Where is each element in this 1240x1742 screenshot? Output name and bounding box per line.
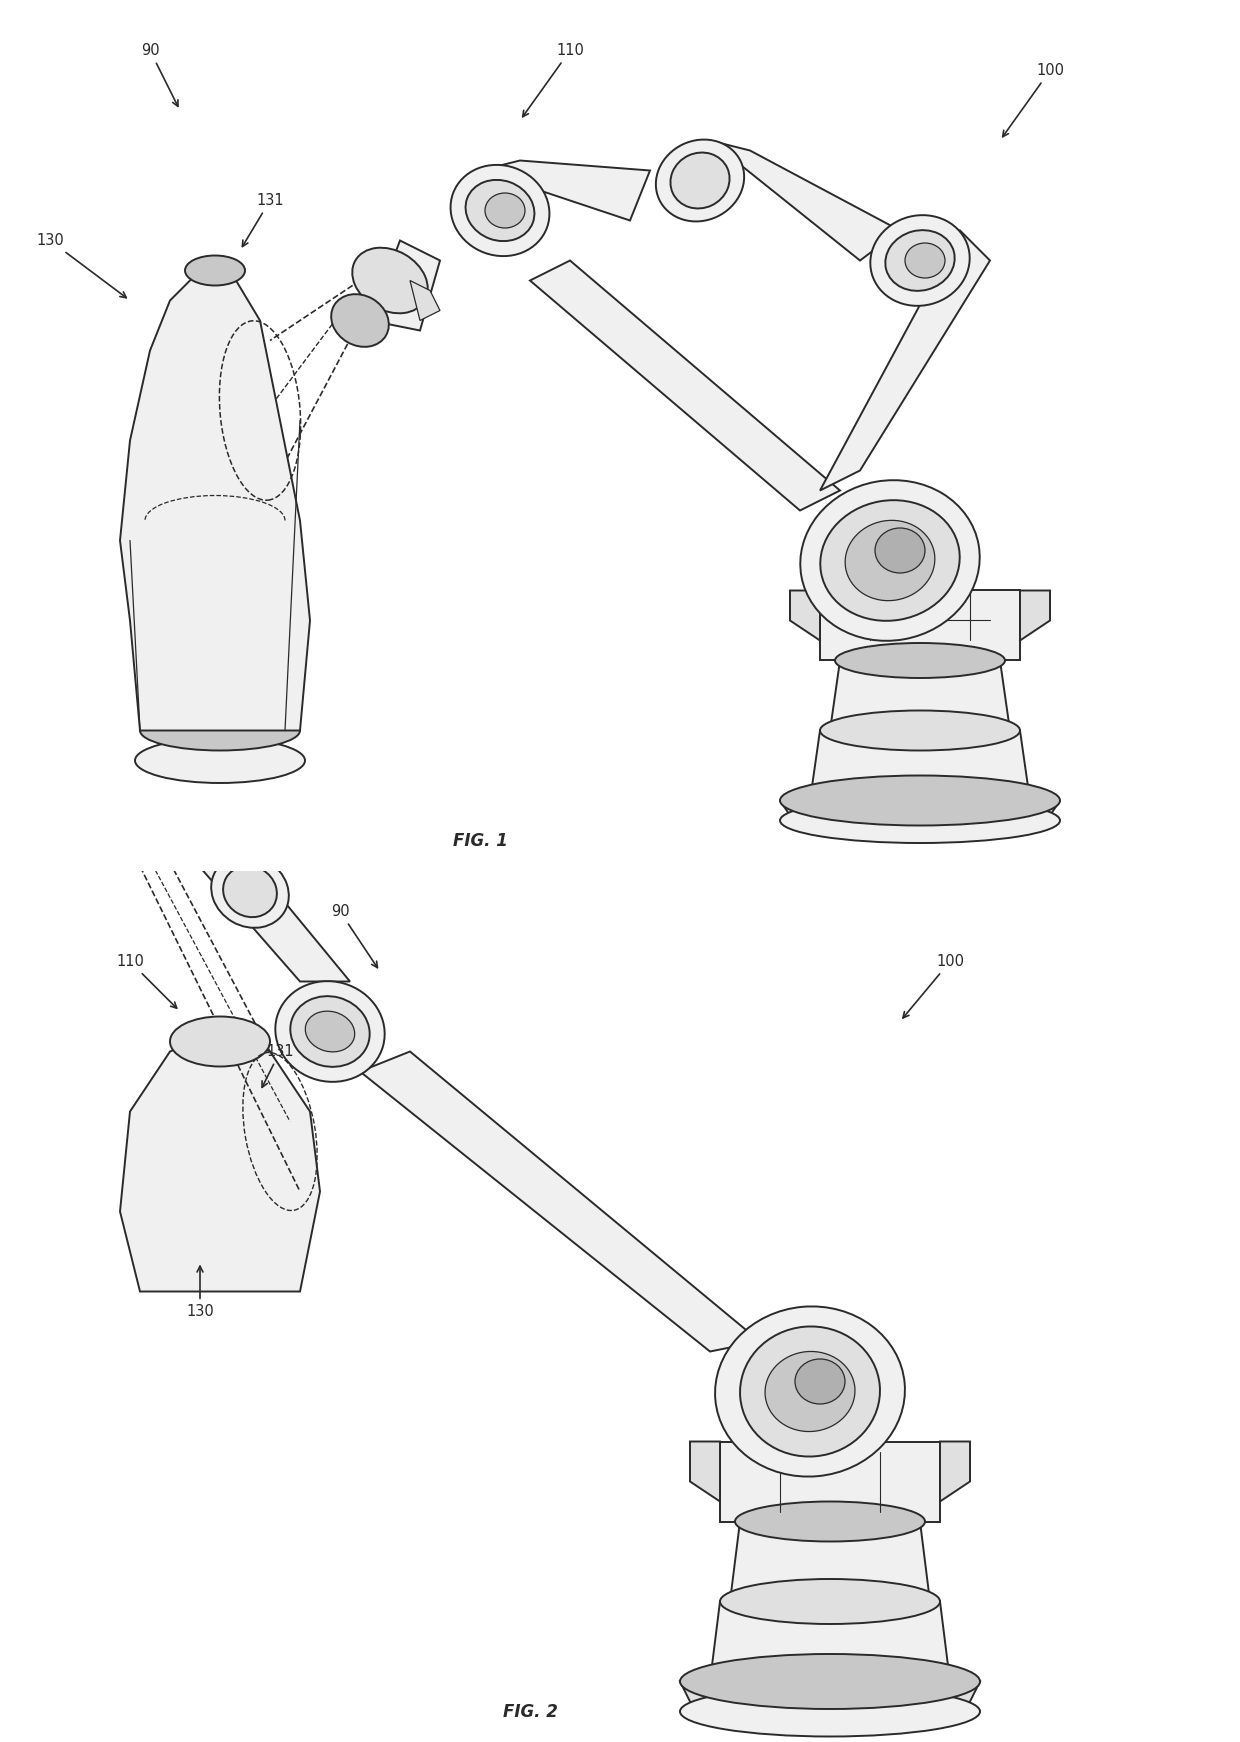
Polygon shape: [120, 270, 310, 730]
Polygon shape: [711, 1601, 950, 1681]
Ellipse shape: [223, 866, 277, 916]
Ellipse shape: [185, 256, 246, 286]
Polygon shape: [1021, 591, 1050, 641]
Ellipse shape: [126, 747, 193, 815]
Ellipse shape: [352, 247, 428, 314]
Ellipse shape: [290, 996, 370, 1066]
Text: FIG. 1: FIG. 1: [453, 831, 507, 850]
Ellipse shape: [740, 1326, 880, 1456]
Polygon shape: [30, 632, 180, 751]
Polygon shape: [820, 591, 1021, 660]
Polygon shape: [160, 812, 350, 981]
Ellipse shape: [875, 528, 925, 573]
Ellipse shape: [211, 855, 289, 928]
Polygon shape: [370, 240, 440, 331]
Text: 131: 131: [242, 193, 284, 247]
Polygon shape: [810, 730, 1030, 801]
Ellipse shape: [795, 1359, 844, 1404]
Polygon shape: [410, 280, 440, 321]
Polygon shape: [120, 1031, 320, 1291]
Polygon shape: [91, 622, 160, 662]
Polygon shape: [820, 230, 990, 491]
Ellipse shape: [735, 1502, 925, 1542]
Polygon shape: [830, 660, 1011, 730]
Ellipse shape: [275, 981, 384, 1082]
Polygon shape: [790, 591, 820, 641]
Ellipse shape: [656, 139, 744, 221]
Ellipse shape: [0, 535, 45, 608]
Text: 130: 130: [36, 233, 126, 298]
Polygon shape: [480, 160, 650, 221]
Ellipse shape: [671, 153, 729, 209]
Ellipse shape: [485, 193, 525, 228]
Text: 90: 90: [140, 44, 177, 106]
Ellipse shape: [170, 1017, 270, 1066]
Text: 100: 100: [1003, 63, 1064, 136]
Ellipse shape: [465, 179, 534, 240]
Ellipse shape: [135, 739, 305, 782]
Polygon shape: [720, 1441, 940, 1521]
Ellipse shape: [765, 1352, 854, 1432]
Ellipse shape: [0, 523, 17, 580]
Ellipse shape: [140, 711, 300, 751]
Polygon shape: [711, 141, 900, 261]
Polygon shape: [680, 1681, 980, 1721]
Ellipse shape: [305, 1010, 355, 1052]
Text: FIG. 2: FIG. 2: [502, 1702, 558, 1721]
Ellipse shape: [835, 643, 1004, 678]
Text: 130: 130: [186, 1266, 213, 1319]
Polygon shape: [360, 1052, 760, 1352]
Ellipse shape: [780, 798, 1060, 843]
Text: 110: 110: [117, 955, 177, 1009]
Ellipse shape: [680, 1686, 980, 1737]
Ellipse shape: [885, 230, 955, 291]
Ellipse shape: [870, 216, 970, 307]
Polygon shape: [529, 261, 839, 510]
Ellipse shape: [715, 1306, 905, 1477]
Polygon shape: [780, 801, 1060, 831]
Ellipse shape: [820, 711, 1021, 751]
Ellipse shape: [112, 735, 208, 829]
Text: 100: 100: [903, 955, 963, 1017]
Ellipse shape: [450, 165, 549, 256]
Ellipse shape: [720, 1578, 940, 1624]
Ellipse shape: [800, 481, 980, 641]
Ellipse shape: [0, 542, 77, 641]
Ellipse shape: [821, 500, 960, 620]
Ellipse shape: [331, 294, 389, 347]
Text: 131: 131: [262, 1043, 294, 1087]
Text: 110: 110: [523, 44, 584, 117]
Ellipse shape: [905, 242, 945, 279]
Polygon shape: [730, 1521, 930, 1601]
Ellipse shape: [780, 775, 1060, 826]
Polygon shape: [940, 1441, 970, 1502]
Polygon shape: [689, 1441, 720, 1502]
Ellipse shape: [846, 521, 935, 601]
Text: 90: 90: [331, 904, 377, 967]
Ellipse shape: [680, 1653, 980, 1709]
